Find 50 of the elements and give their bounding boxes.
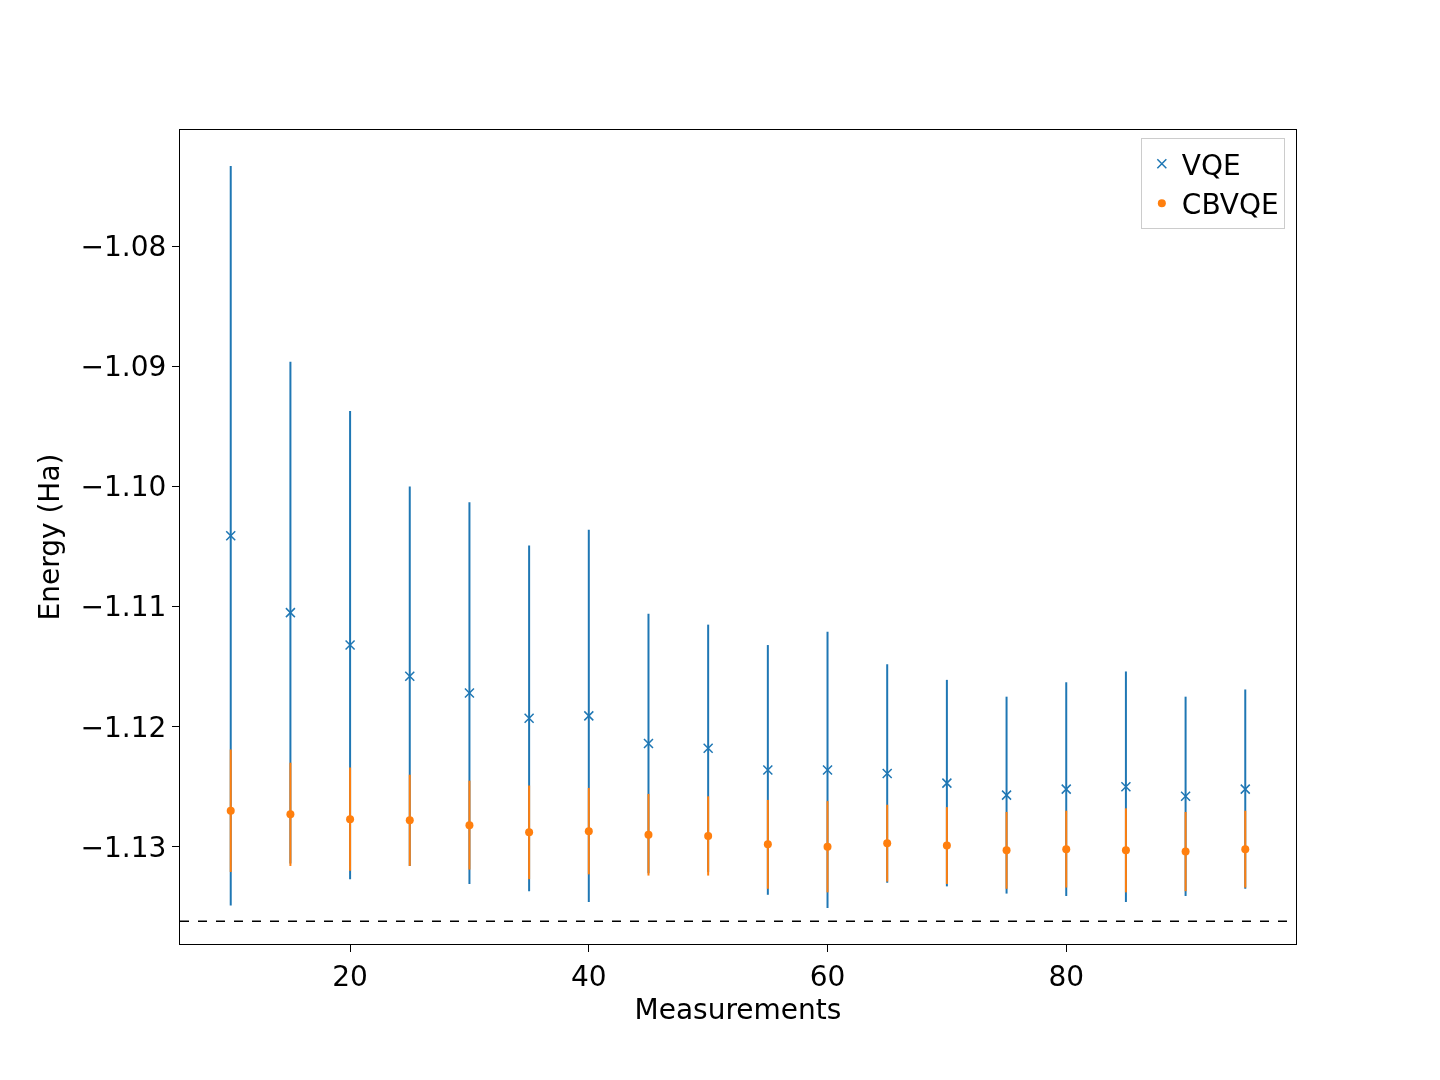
point — [644, 830, 653, 839]
point — [1241, 845, 1250, 854]
point — [525, 828, 534, 837]
point — [941, 777, 953, 789]
point — [822, 764, 833, 776]
point — [583, 710, 595, 722]
point — [465, 821, 474, 830]
point — [405, 816, 414, 825]
y-axis-title: Energy (Ha) — [33, 453, 67, 621]
x-tick-label: 20 — [332, 959, 368, 993]
x-axis-title: Measurements — [634, 992, 842, 1026]
point — [763, 840, 772, 849]
point — [1120, 781, 1132, 792]
point — [1181, 847, 1190, 856]
point — [584, 827, 593, 836]
point — [404, 671, 416, 682]
point — [883, 839, 892, 848]
point — [762, 764, 774, 776]
point — [1062, 845, 1071, 854]
legend-label: CBVQE — [1181, 188, 1279, 222]
y-tick-label: −1.13 — [80, 830, 167, 864]
point — [1002, 846, 1011, 855]
point — [942, 841, 951, 850]
x-tick-label: 40 — [570, 959, 607, 993]
point — [286, 810, 295, 819]
point — [1180, 791, 1191, 802]
point — [225, 530, 236, 542]
y-tick-label: −1.12 — [80, 710, 167, 744]
y-tick-label: −1.09 — [80, 350, 167, 384]
point — [1060, 783, 1072, 795]
x-tick-label: 80 — [1048, 959, 1085, 993]
point — [346, 815, 355, 824]
x-tick-label: 60 — [809, 959, 846, 993]
point — [704, 831, 713, 840]
point — [226, 806, 235, 815]
y-tick-label: −1.08 — [80, 230, 167, 264]
y-tick-label: −1.11 — [80, 590, 167, 624]
point — [523, 713, 535, 724]
point — [464, 687, 475, 699]
point — [643, 738, 654, 749]
point — [823, 842, 832, 851]
point — [1001, 789, 1012, 801]
point — [702, 743, 714, 754]
point — [1240, 783, 1251, 795]
point — [285, 607, 296, 618]
point — [1121, 846, 1130, 855]
legend-label: VQE — [1181, 148, 1241, 182]
y-tick-label: −1.10 — [80, 470, 167, 504]
point — [881, 768, 893, 779]
point — [344, 639, 356, 651]
